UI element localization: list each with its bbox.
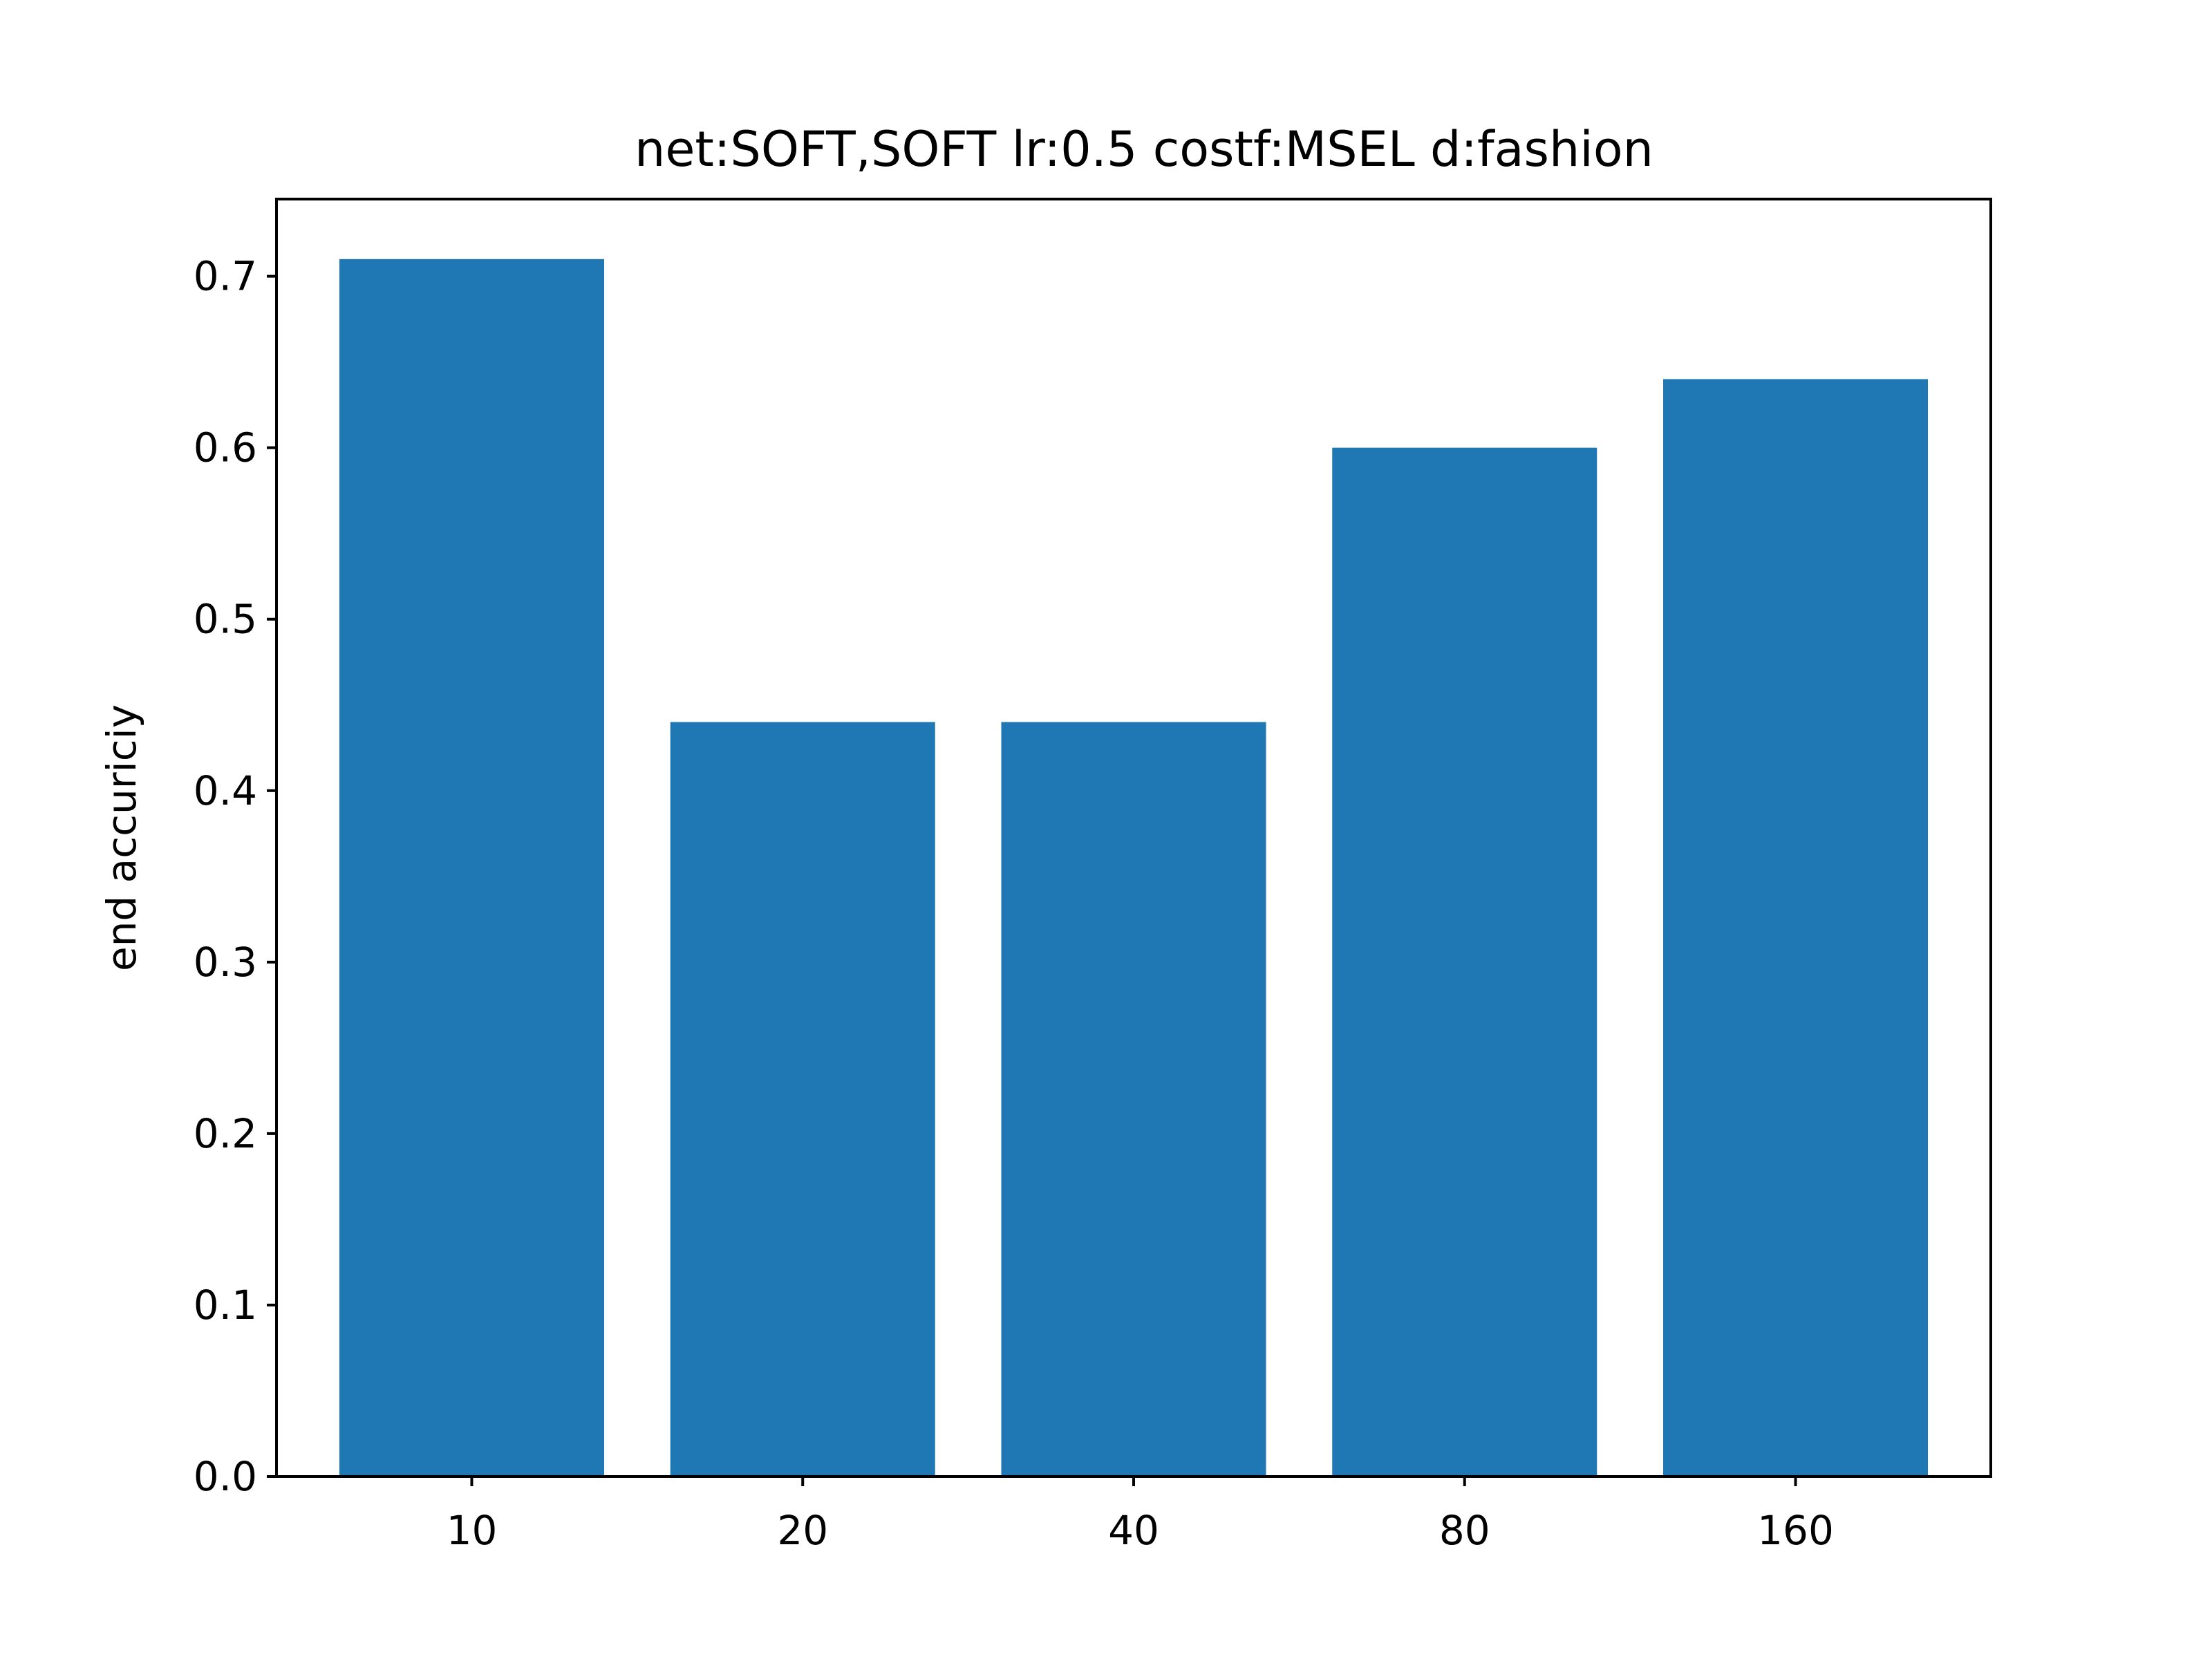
y-tick-label: 0.3: [194, 939, 257, 986]
bar-80: [1332, 447, 1597, 1477]
y-tick-label: 0.4: [194, 767, 257, 814]
bar-40: [1001, 722, 1266, 1477]
bar-10: [339, 259, 604, 1477]
x-axis-ticks: 10 20 40 80 160: [447, 1477, 1834, 1554]
y-tick-label: 0.0: [194, 1453, 257, 1500]
y-tick-label: 0.1: [194, 1282, 257, 1329]
y-tick-label: 0.5: [194, 596, 257, 643]
y-tick-label: 0.7: [194, 253, 257, 300]
x-tick-label: 80: [1439, 1507, 1490, 1554]
plot-frame: [275, 198, 1992, 1478]
y-tick-label: 0.2: [194, 1110, 257, 1157]
y-axis-label: end accuriciy: [98, 704, 145, 971]
bar-20: [670, 722, 935, 1477]
x-tick-label: 40: [1108, 1507, 1159, 1554]
y-axis-ticks: 0.0 0.1 0.2 0.3 0.4 0.5 0.6 0.7: [194, 253, 276, 1500]
bar-160: [1663, 379, 1929, 1477]
x-tick-label: 10: [447, 1507, 498, 1554]
chart-title: net:SOFT,SOFT lr:0.5 costf:MSEL d:fashio…: [635, 121, 1653, 178]
x-tick-label: 160: [1757, 1507, 1834, 1554]
y-tick-label: 0.6: [194, 424, 257, 471]
x-tick-label: 20: [777, 1507, 828, 1554]
bars-group: [339, 259, 1929, 1477]
